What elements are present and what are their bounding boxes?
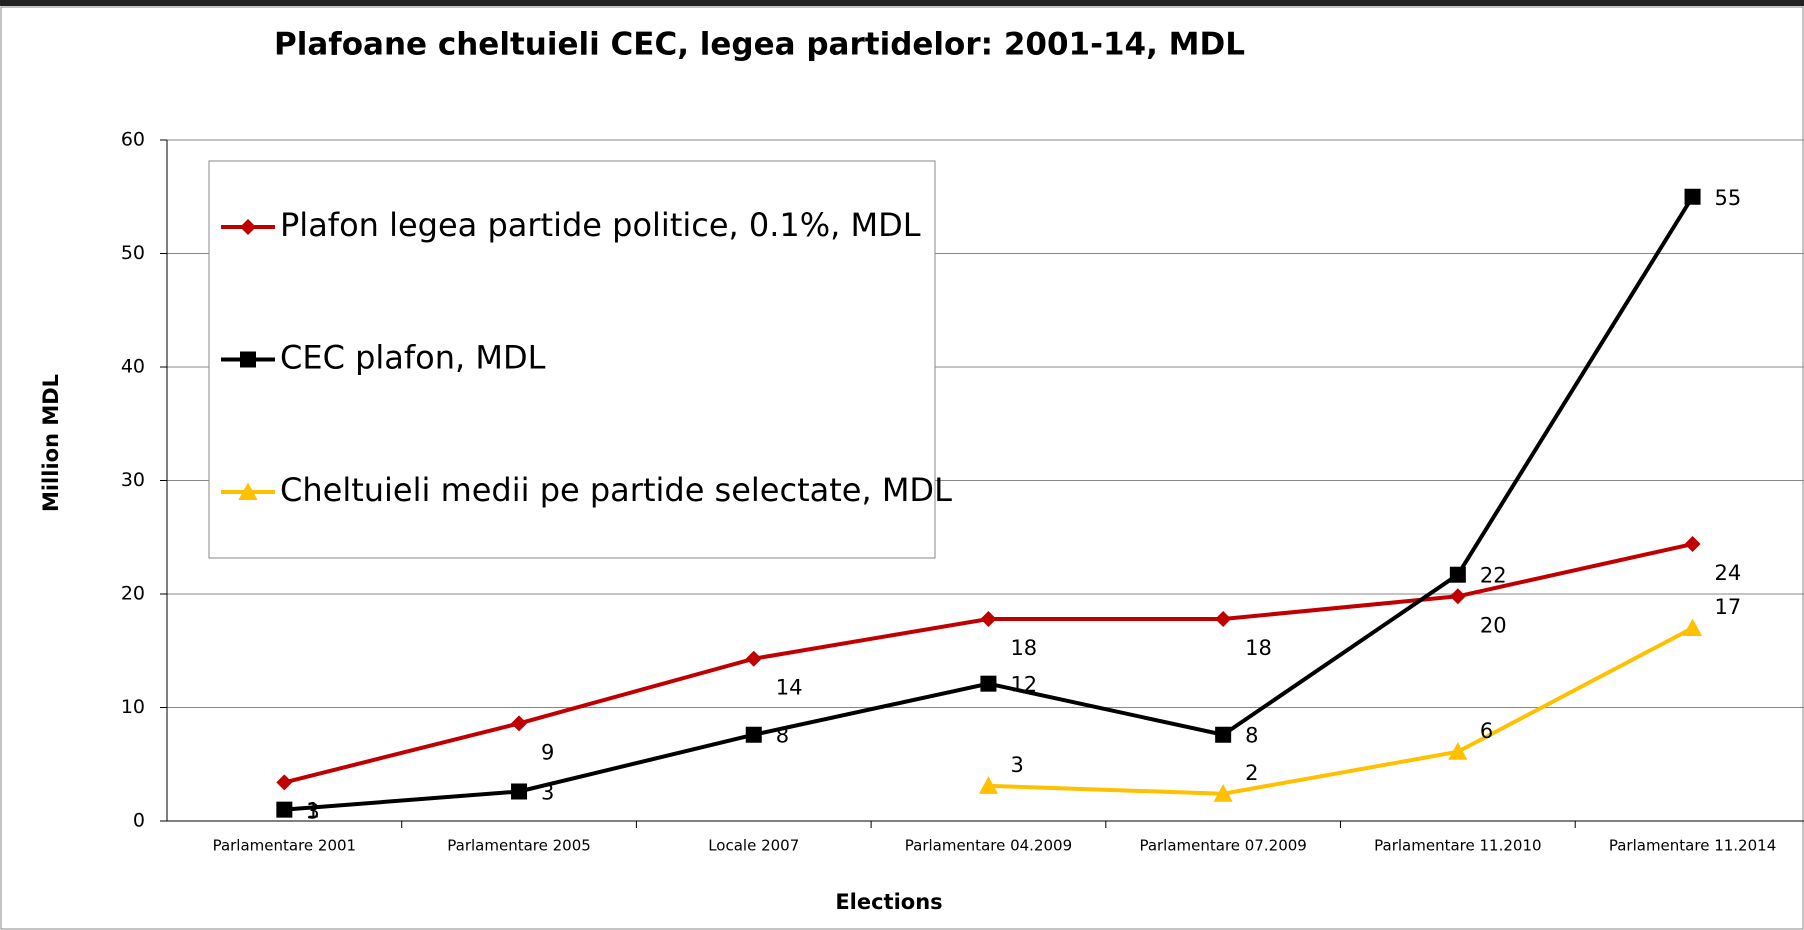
data-label: 17	[1715, 595, 1742, 619]
data-label: 6	[1480, 719, 1493, 743]
y-tick-label: 0	[133, 810, 145, 832]
marker	[1448, 742, 1468, 760]
y-tick-label: 10	[121, 696, 145, 718]
data-label: 24	[1715, 561, 1742, 585]
data-label: 1	[306, 799, 319, 823]
top-bar	[0, 0, 1804, 6]
marker	[511, 783, 528, 800]
legend-box	[208, 160, 936, 559]
data-label: 18	[1245, 636, 1272, 660]
marker	[1213, 784, 1233, 802]
data-label: 3	[541, 780, 554, 804]
y-tick-label: 50	[121, 242, 145, 264]
chart-frame	[0, 6, 1804, 930]
data-label: 8	[1245, 724, 1258, 748]
data-label: 2	[1245, 761, 1258, 785]
marker	[980, 675, 997, 692]
y-tick-label: 20	[121, 583, 145, 605]
legend-label: Plafon legea partide politice, 0.1%, MDL	[280, 206, 921, 244]
x-tick-label: Parlamentare 2005	[447, 837, 591, 855]
data-label: 55	[1715, 186, 1742, 210]
y-axis-label: Million MDL	[39, 374, 63, 512]
data-label: 3	[1010, 753, 1023, 777]
x-tick-label: Parlamentare 11.2014	[1609, 837, 1776, 855]
x-tick-label: Parlamentare 2001	[213, 837, 357, 855]
x-tick-label: Parlamentare 04.2009	[905, 837, 1072, 855]
marker	[276, 774, 293, 791]
legend-marker	[240, 219, 256, 235]
marker	[745, 726, 762, 743]
marker	[1449, 588, 1466, 605]
x-axis-label: Elections	[835, 890, 942, 914]
marker	[276, 801, 293, 818]
marker	[1682, 618, 1703, 637]
data-label: 18	[1010, 636, 1037, 660]
marker	[1684, 536, 1701, 553]
legend: Plafon legea partide politice, 0.1%, MDL…	[208, 160, 952, 559]
marker	[1449, 566, 1466, 583]
marker	[745, 650, 762, 667]
legend-marker	[240, 351, 256, 368]
x-tick-label: Parlamentare 11.2010	[1374, 837, 1541, 855]
marker	[511, 715, 528, 732]
x-tick-label: Locale 2007	[708, 837, 799, 855]
series-line	[988, 626, 1694, 796]
data-label: 12	[1010, 673, 1037, 697]
data-label: 22	[1480, 564, 1507, 588]
data-label: 20	[1480, 613, 1507, 637]
data-label: 9	[541, 740, 554, 764]
marker	[1684, 188, 1701, 205]
data-label: 14	[776, 676, 803, 700]
legend-marker	[238, 482, 258, 500]
y-tick-label: 60	[121, 129, 145, 151]
marker	[1215, 610, 1232, 627]
y-tick-label: 30	[121, 469, 145, 491]
chart-title: Plafoane cheltuieli CEC, legea partidelo…	[274, 27, 1245, 63]
marker	[1215, 726, 1232, 743]
x-tick-label: Parlamentare 07.2009	[1139, 837, 1306, 855]
data-label: 8	[776, 724, 789, 748]
y-tick-label: 40	[121, 356, 145, 378]
legend-label: Cheltuieli medii pe partide selectate, M…	[280, 471, 952, 509]
marker	[980, 610, 997, 627]
marker	[978, 776, 999, 794]
legend-label: CEC plafon, MDL	[280, 339, 546, 377]
